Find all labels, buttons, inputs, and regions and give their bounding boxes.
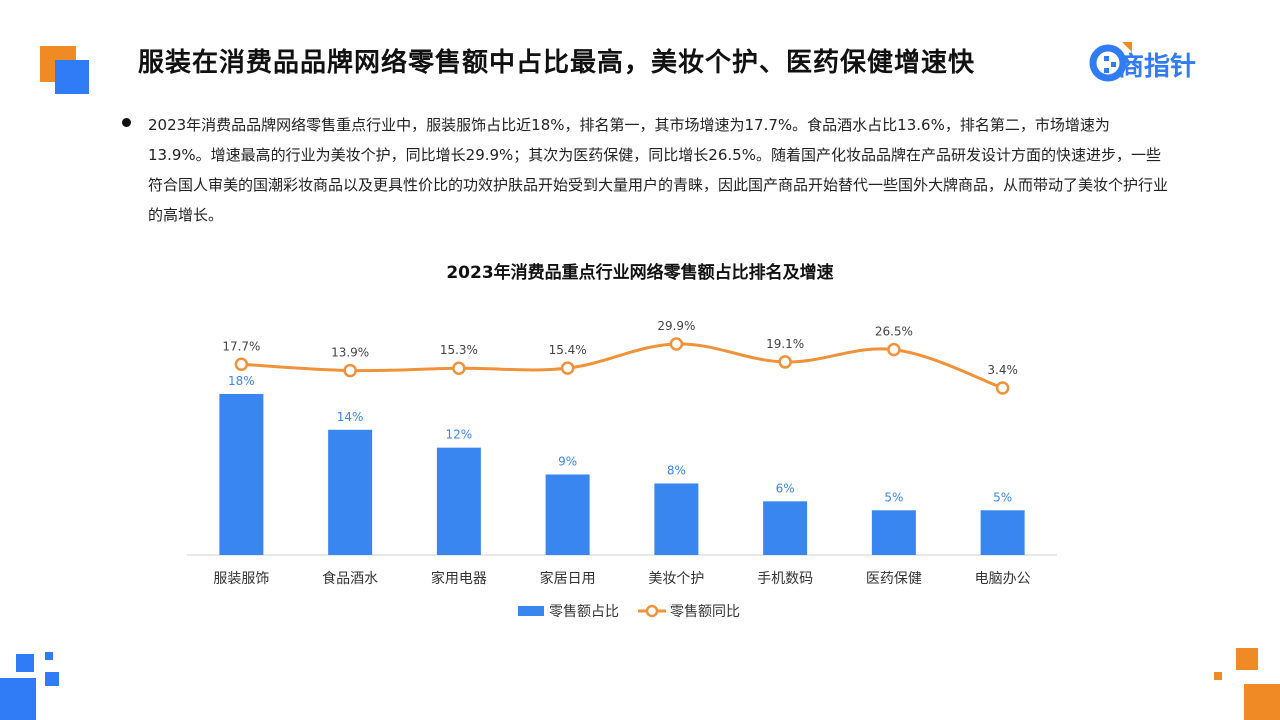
line-data-label: 15.3% (440, 343, 478, 357)
bar (545, 474, 590, 555)
line-data-label: 13.9% (331, 346, 369, 360)
page-title: 服装在消费品品牌网络零售额中占比最高，美妆个护、医药保健增速快 (138, 48, 976, 78)
bar (654, 483, 699, 555)
bar-data-label: 12% (446, 428, 473, 442)
deco-square-blue-bl-2 (45, 652, 53, 660)
line-point (234, 357, 249, 372)
body-paragraph: 2023年消费品品牌网络零售重点行业中，服装服饰占比近18%，排名第一，其市场增… (148, 116, 1169, 224)
logo-icon (1089, 42, 1132, 82)
x-tick-label: 家用电器 (431, 570, 487, 587)
bullet-icon (122, 118, 131, 127)
deco-square-blue-bl-4 (0, 678, 36, 720)
legend-label-bar: 零售额占比 (549, 604, 619, 620)
legend-swatch-marker (645, 604, 659, 618)
bar (328, 429, 373, 555)
bar (436, 447, 481, 555)
x-tick-label: 家居日用 (540, 570, 596, 587)
x-tick-label: 服装服饰 (213, 571, 269, 587)
line-point (887, 342, 901, 357)
x-tick-label: 电脑办公 (975, 571, 1031, 587)
bar-data-label: 5% (884, 490, 903, 504)
deco-square-blue-bl-1 (16, 654, 34, 672)
line-data-label: 29.9% (657, 319, 695, 333)
x-tick-label: 医药保健 (866, 571, 922, 587)
x-tick-label: 手机数码 (757, 571, 813, 587)
line-data-label: 17.7% (222, 339, 260, 353)
deco-square-orange-br-2 (1214, 672, 1222, 680)
bar-data-label: 9% (558, 455, 577, 469)
legend-label-line: 零售额同比 (670, 604, 740, 620)
legend-swatch-bar (518, 606, 544, 616)
deco-square-orange-br-1 (1236, 648, 1258, 670)
line-point (560, 361, 575, 375)
x-tick-label: 美妆个护 (648, 571, 704, 587)
line-point (452, 361, 466, 375)
line-point (995, 381, 1010, 395)
bar (763, 501, 808, 555)
line-data-label: 15.4% (549, 343, 587, 357)
line-point (669, 337, 684, 351)
bar (219, 394, 264, 555)
line-series-path (241, 342, 1004, 390)
line-data-label: 19.1% (766, 337, 804, 351)
line-data-label: 3.4% (987, 363, 1018, 377)
bar-data-label: 6% (776, 481, 795, 495)
bar-data-label: 18% (228, 374, 255, 388)
x-tick-label: 食品酒水 (322, 570, 378, 587)
deco-square-orange-br-3 (1244, 684, 1280, 720)
bar-data-label: 8% (667, 463, 686, 477)
logo-text: 商指针 (1118, 52, 1197, 82)
bar (980, 510, 1025, 555)
bar-data-label: 5% (993, 490, 1012, 504)
line-point (778, 355, 792, 369)
chart-title: 2023年消费品重点行业网络零售额占比排名及增速 (446, 263, 834, 283)
line-point (343, 363, 357, 378)
line-data-label: 26.5% (875, 325, 913, 339)
bar-data-label: 14% (337, 410, 364, 424)
deco-square-blue-bl-3 (45, 672, 59, 686)
deco-square-blue-top (55, 60, 89, 94)
bar (871, 510, 916, 555)
